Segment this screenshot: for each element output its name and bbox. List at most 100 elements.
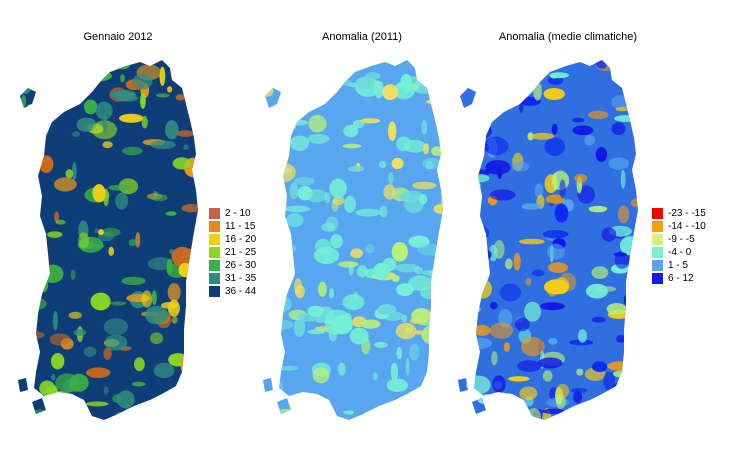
map-value-patch [272, 295, 292, 313]
map-value-patch [542, 230, 569, 239]
map-value-patch [534, 183, 544, 199]
legend-item: 6 - 12 [652, 272, 706, 285]
legend-label: -23 - -15 [668, 208, 706, 219]
map-value-patch [55, 413, 80, 420]
map-value-patch [285, 213, 304, 228]
map-value-patch [108, 246, 114, 256]
map-value-patch [295, 285, 305, 299]
map-value-patch [409, 343, 420, 361]
map-value-patch [355, 76, 375, 89]
map-value-patch [417, 243, 443, 256]
map-value-patch [76, 117, 97, 132]
map-value-patch [293, 318, 306, 337]
map-value-patch [120, 74, 125, 83]
map-value-patch [103, 347, 112, 361]
map-value-patch [542, 370, 553, 382]
map-value-patch [289, 182, 299, 199]
map-value-patch [458, 400, 471, 413]
map-value-patch [79, 69, 102, 78]
map-value-patch [165, 211, 177, 216]
map-value-patch [134, 357, 145, 372]
map-value-patch [353, 291, 359, 302]
legend-swatch [209, 221, 220, 232]
map-value-patch [527, 132, 534, 141]
map-value-patch [60, 95, 67, 104]
map-value-patch [438, 314, 443, 327]
legend-label: 11 - 15 [225, 221, 256, 232]
map-value-patch [634, 354, 638, 368]
map-value-patch [521, 203, 541, 210]
map-value-patch [374, 342, 388, 348]
map-value-patch [611, 122, 626, 136]
map-value-patch [456, 421, 479, 426]
map-value-patch [551, 418, 569, 420]
map-value-patch [588, 110, 609, 120]
map-value-patch [122, 146, 143, 156]
legend-label: -4 - 0 [668, 247, 692, 258]
map-value-patch [470, 174, 490, 183]
map-value-patch [49, 333, 71, 346]
map-value-patch [299, 410, 315, 420]
map-value-patch [342, 294, 365, 311]
map-value-patch [331, 314, 353, 335]
map-value-patch [525, 277, 532, 286]
map-value-patch [418, 194, 428, 205]
map-value-patch [277, 365, 298, 371]
map-value-patch [85, 401, 109, 407]
map-value-patch [22, 331, 45, 339]
map-value-patch [365, 243, 375, 254]
map-value-patch [459, 145, 485, 162]
map-value-patch [268, 332, 280, 348]
map-value-patch [458, 423, 474, 436]
map-value-patch [343, 124, 359, 138]
map-value-patch [172, 157, 191, 170]
map-value-patch [623, 294, 629, 306]
map-value-patch [493, 87, 498, 100]
map-value-patch [90, 292, 111, 311]
map-value-patch [26, 104, 38, 112]
legend-label: 6 - 12 [668, 273, 694, 284]
map-value-patch [623, 71, 638, 78]
map-value-patch [53, 177, 77, 192]
map-value-patch [101, 60, 115, 64]
map-value-patch [71, 131, 80, 138]
map-value-patch [577, 185, 595, 204]
map-value-patch [611, 95, 630, 109]
map-value-patch [630, 382, 638, 398]
map-value-patch [429, 367, 443, 381]
map-gennaio-2012 [18, 60, 198, 420]
map-value-patch [492, 375, 506, 394]
map-value-patch [102, 141, 113, 149]
map-value-patch [184, 406, 190, 420]
map-value-patch [155, 93, 170, 98]
map-value-patch [48, 60, 69, 67]
map-value-patch [315, 410, 326, 420]
map-value-patch [32, 409, 49, 415]
map-value-patch [388, 121, 397, 141]
map-value-patch [150, 140, 176, 150]
map-value-patch [101, 227, 121, 237]
map-value-patch [318, 281, 327, 297]
map-value-patch [503, 342, 511, 352]
map-value-patch [121, 276, 146, 286]
map-value-patch [399, 190, 425, 203]
map-value-patch [630, 198, 638, 208]
legend-item: 36 - 44 [209, 285, 256, 298]
map-value-patch [338, 261, 359, 268]
map-value-patch [313, 246, 340, 264]
map-value-patch [116, 411, 142, 418]
map-value-patch [420, 286, 439, 300]
legend-swatch [652, 208, 663, 219]
map-value-patch [180, 355, 188, 375]
map-value-patch [547, 262, 569, 273]
map-value-patch [396, 346, 403, 360]
map-value-patch [458, 245, 471, 253]
map-value-patch [531, 269, 545, 277]
map-value-patch [485, 64, 506, 74]
map-value-patch [86, 367, 111, 379]
map-value-patch [159, 66, 166, 87]
map-value-patch [65, 169, 74, 179]
map-value-patch [417, 321, 436, 326]
map-value-patch [263, 275, 274, 294]
map-value-patch [544, 137, 565, 156]
